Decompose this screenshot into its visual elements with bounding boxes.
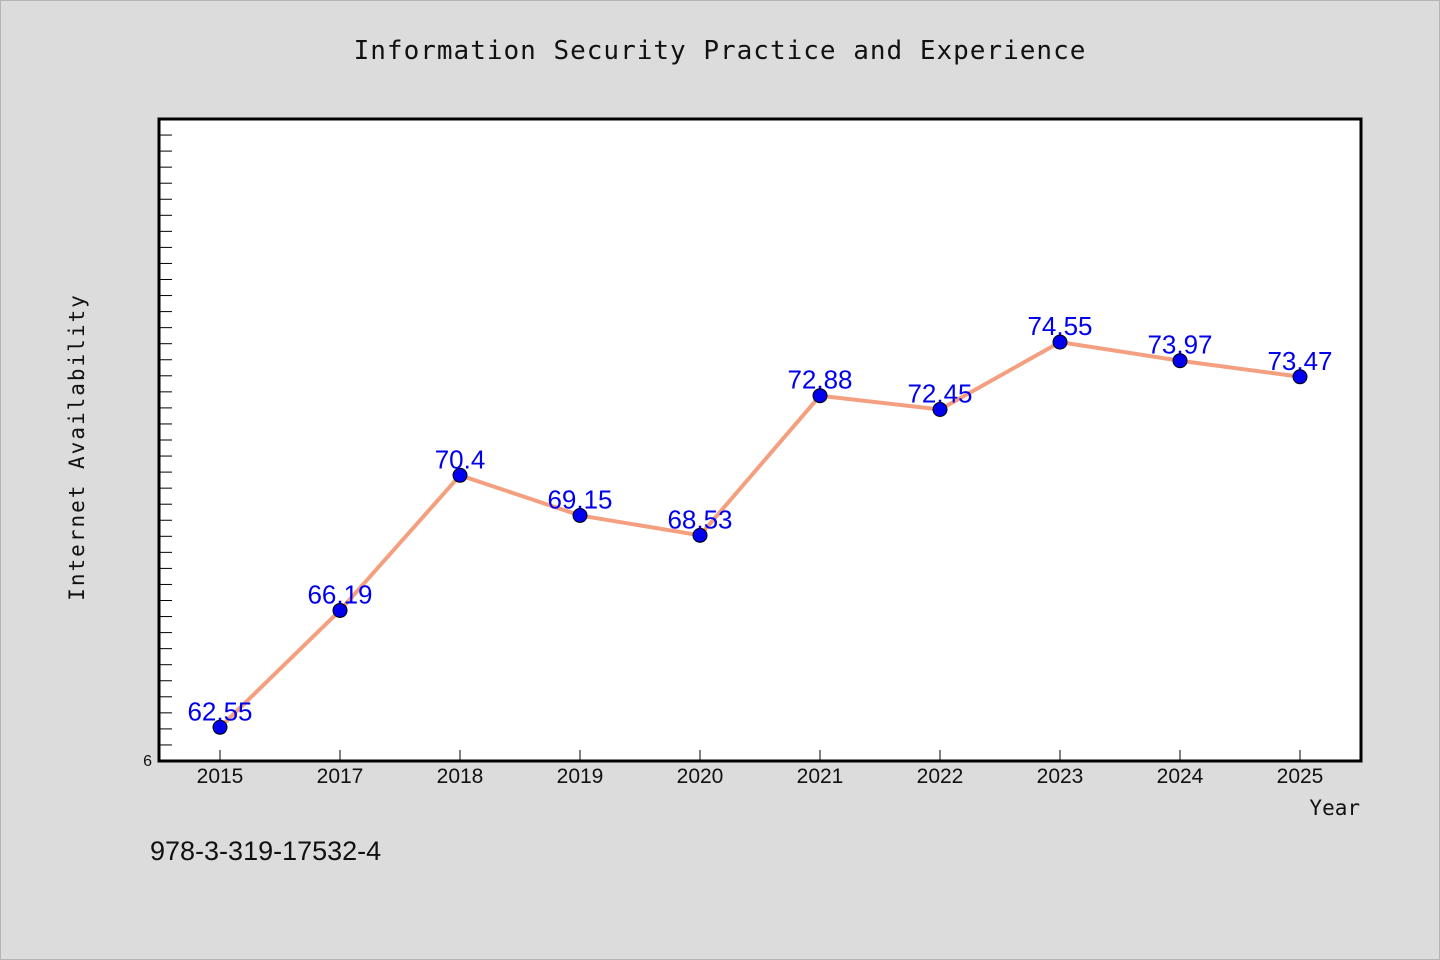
chart-title: Information Security Practice and Experi… <box>353 36 1087 66</box>
data-label: 72.88 <box>787 365 852 395</box>
data-point <box>1052 334 1068 350</box>
data-label: 72.45 <box>907 379 972 409</box>
data-label: 74.55 <box>1027 311 1092 341</box>
data-label: 69.15 <box>547 484 612 514</box>
x-tick-label: 2018 <box>437 765 484 788</box>
x-tick-label: 2021 <box>797 765 844 788</box>
data-label: 73.97 <box>1147 330 1212 360</box>
data-point <box>692 527 708 543</box>
x-tick-label: 2015 <box>197 765 244 788</box>
x-tick-label: 2017 <box>317 765 364 788</box>
x-tick-label: 2022 <box>917 765 964 788</box>
x-ticks: 2015 2017 2018 2019 2020 2021 2022 2023 2024 2025 <box>197 750 1324 788</box>
isbn-text: 978-3-319-17532-4 <box>150 836 382 866</box>
data-point <box>332 602 348 618</box>
data-point <box>812 388 828 404</box>
data-label: 68.53 <box>667 504 732 534</box>
data-point <box>452 467 468 483</box>
data-point <box>212 719 228 735</box>
y-tick-label: 6 <box>143 753 152 770</box>
data-label: 70.4 <box>435 444 486 474</box>
series-group: 62.55 66.19 70.4 69.15 68.53 72.88 72.45 74.55 7… <box>187 311 1333 735</box>
series-line <box>218 340 1302 730</box>
data-point <box>572 507 588 523</box>
y-ticks: 6 <box>143 134 172 770</box>
data-point <box>1172 353 1188 369</box>
data-label: 73.47 <box>1267 346 1332 376</box>
x-tick-label: 2024 <box>1157 765 1204 788</box>
data-label: 62.55 <box>187 696 252 726</box>
data-label: 66.19 <box>307 579 372 609</box>
x-tick-label: 2019 <box>557 765 604 788</box>
data-point <box>1292 369 1308 385</box>
x-tick-label: 2023 <box>1037 765 1084 788</box>
x-tick-label: 2025 <box>1277 765 1324 788</box>
x-axis-label: Year <box>1309 796 1360 820</box>
x-tick-label: 2020 <box>677 765 724 788</box>
plot-area <box>157 117 1363 763</box>
data-point <box>932 402 948 418</box>
